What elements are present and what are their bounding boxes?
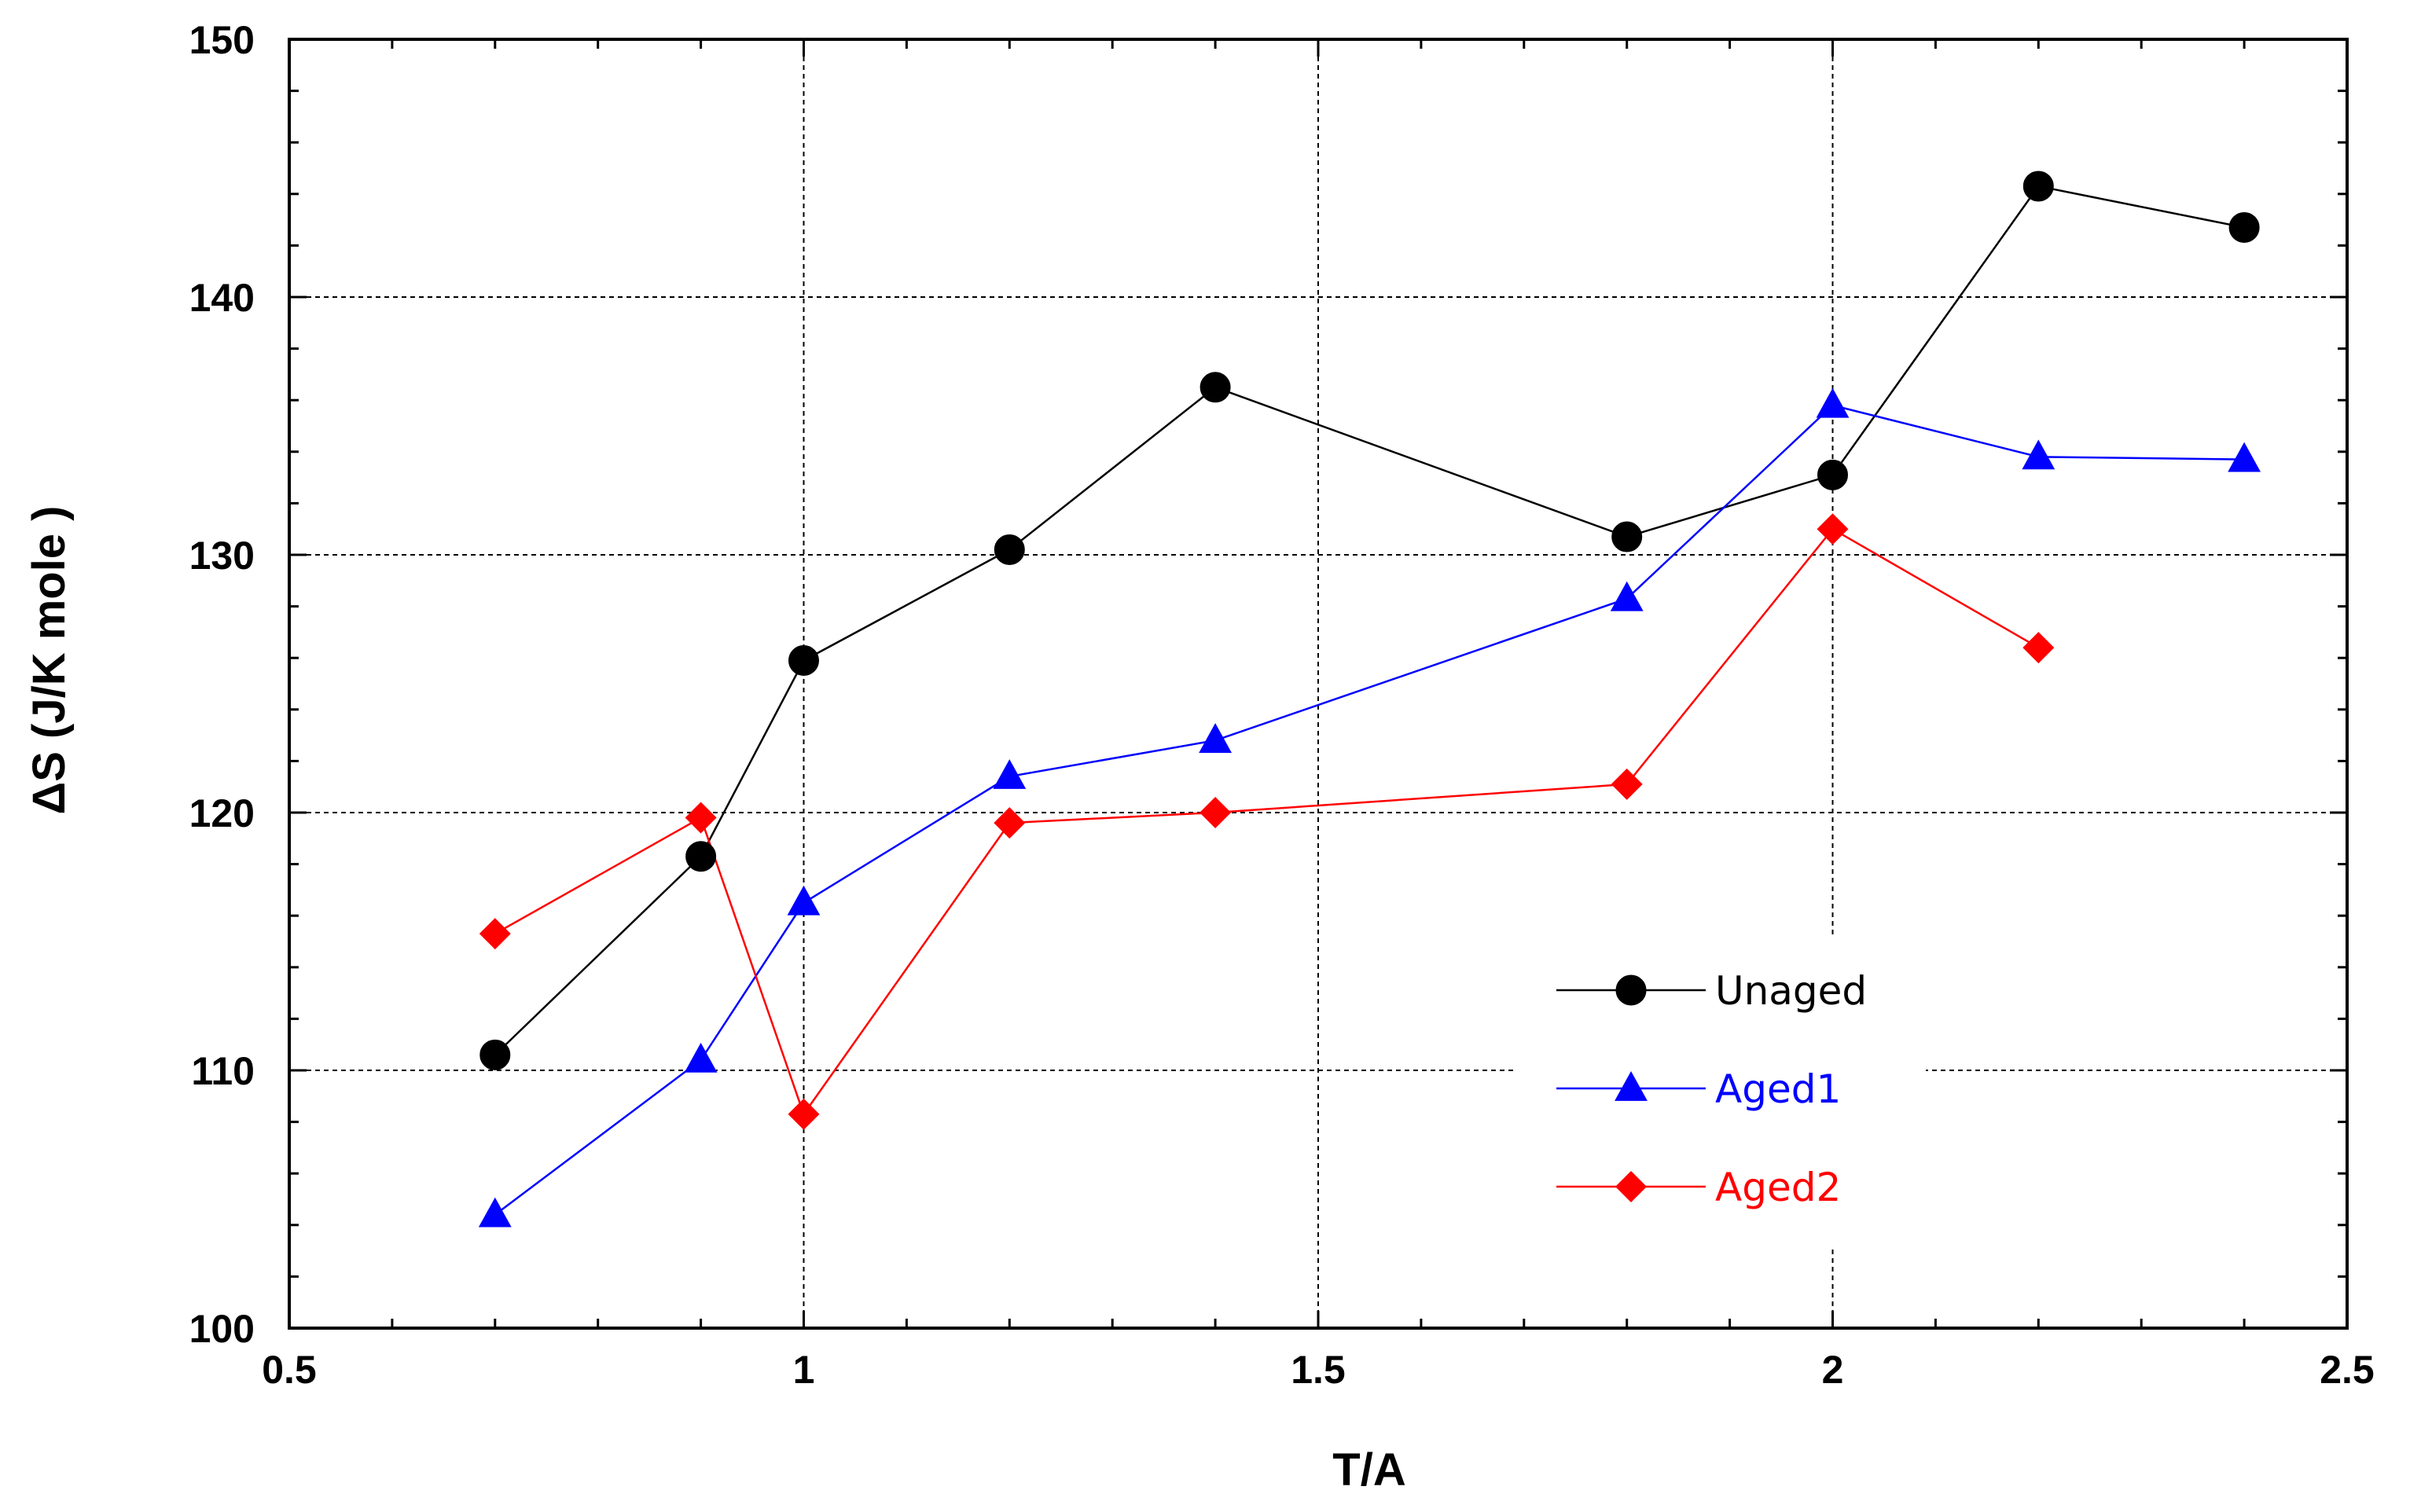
y-tick-label: 110 <box>191 1049 255 1093</box>
data-point-unaged <box>685 841 717 872</box>
data-point-aged2 <box>1199 797 1232 828</box>
data-point-aged1 <box>1610 581 1644 611</box>
data-point-aged2 <box>788 1098 820 1130</box>
x-tick-label: 0.5 <box>262 1348 317 1392</box>
data-point-aged1 <box>993 759 1027 789</box>
series-line-aged2 <box>494 527 2039 1117</box>
legend-marker-aged2 <box>1615 1171 1647 1202</box>
data-point-unaged <box>994 534 1025 565</box>
data-point-unaged <box>788 644 819 676</box>
data-point-aged2 <box>994 807 1026 839</box>
legend-label-aged1: Aged1 <box>1715 1066 1841 1112</box>
data-point-unaged <box>1611 521 1643 552</box>
y-tick-label: 100 <box>189 1307 255 1351</box>
data-point-aged2 <box>2022 632 2055 664</box>
x-tick-label: 2 <box>1822 1348 1844 1392</box>
x-tick-label: 1 <box>793 1348 815 1392</box>
data-point-aged1 <box>787 885 821 916</box>
data-point-aged2 <box>685 802 717 834</box>
plot-frame <box>288 38 2349 1330</box>
legend-label-unaged: Unaged <box>1715 968 1867 1014</box>
data-point-aged1 <box>2228 442 2261 472</box>
x-tick-label: 2.5 <box>2320 1348 2375 1392</box>
data-point-aged2 <box>1817 513 1849 545</box>
grid-lines <box>289 39 2347 1328</box>
data-point-aged2 <box>1611 768 1643 800</box>
data-point-aged1 <box>478 1197 512 1228</box>
data-series <box>478 171 2261 1228</box>
y-tick-label: 140 <box>189 276 255 320</box>
data-point-unaged <box>1817 459 1848 490</box>
data-point-aged1 <box>684 1042 718 1073</box>
legend-label-aged2: Aged2 <box>1715 1165 1841 1210</box>
tick-labels: 0.5 1 1.5 2 2.5 100 110 120 130 140 150 <box>189 18 2375 1392</box>
data-point-aged1 <box>1816 387 1850 418</box>
data-point-unaged <box>1199 372 1231 403</box>
data-point-aged2 <box>479 918 511 950</box>
legend-box <box>1517 935 1926 1250</box>
y-axis-title: ΔS (J/K mole ) <box>24 506 75 815</box>
y-tick-label: 130 <box>189 534 255 578</box>
x-axis-title: T/A <box>1332 1444 1405 1495</box>
data-point-aged1 <box>2022 439 2055 470</box>
y-tick-label: 120 <box>189 791 255 835</box>
y-tick-label: 150 <box>189 18 255 62</box>
legend-marker-unaged <box>1615 974 1647 1006</box>
data-point-unaged <box>2022 171 2054 202</box>
data-point-unaged <box>479 1039 511 1070</box>
legend-marker-aged1 <box>1615 1071 1648 1101</box>
data-point-unaged <box>2228 211 2260 243</box>
legend: Unaged Aged1 Aged2 <box>1517 935 1926 1250</box>
x-tick-label: 1.5 <box>1291 1348 1346 1392</box>
data-point-aged1 <box>1199 723 1232 753</box>
